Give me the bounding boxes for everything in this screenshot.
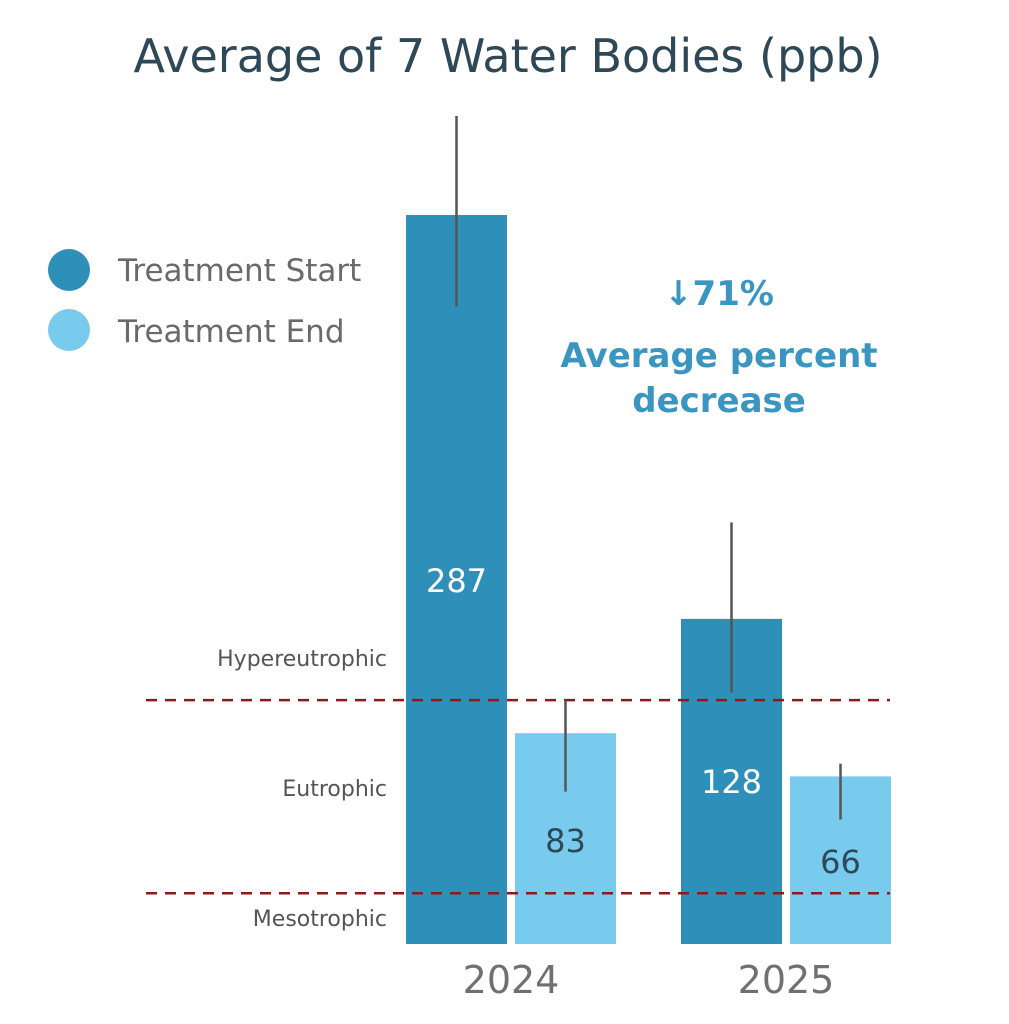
bar-treatment-start-2024 — [406, 215, 507, 944]
value-label-treatment-end-2024: 83 — [545, 822, 586, 860]
value-labels: 287 83 128 66 — [426, 562, 861, 881]
legend-swatch-treatment-end — [48, 309, 90, 351]
x-tick-label-2025: 2025 — [738, 958, 835, 1002]
legend: Treatment Start Treatment End — [48, 249, 361, 351]
legend-label-treatment-end: Treatment End — [117, 314, 345, 350]
zone-label-eutrophic: Eutrophic — [282, 777, 387, 802]
zone-labels: Hypereutrophic Eutrophic Mesotrophic — [217, 647, 387, 932]
value-label-treatment-start-2024: 287 — [426, 562, 487, 600]
callout-line-2: decrease — [632, 381, 806, 421]
callout-line-1: Average percent — [560, 336, 877, 376]
threshold-lines — [146, 698, 890, 895]
callout-percent: ↓71% — [664, 274, 774, 314]
zone-label-hypereutrophic: Hypereutrophic — [217, 647, 387, 672]
chart-title: Average of 7 Water Bodies (ppb) — [133, 29, 882, 83]
zone-label-mesotrophic: Mesotrophic — [253, 907, 387, 932]
error-bars — [455, 115, 842, 820]
legend-swatch-treatment-start — [48, 249, 90, 291]
value-label-treatment-start-2025: 128 — [701, 763, 762, 801]
value-label-treatment-end-2025: 66 — [820, 843, 861, 881]
x-tick-label-2024: 2024 — [463, 958, 560, 1002]
x-axis-labels: 2024 2025 — [463, 958, 835, 1002]
callout: ↓71% Average percent decrease — [560, 274, 877, 421]
legend-label-treatment-start: Treatment Start — [117, 253, 361, 289]
